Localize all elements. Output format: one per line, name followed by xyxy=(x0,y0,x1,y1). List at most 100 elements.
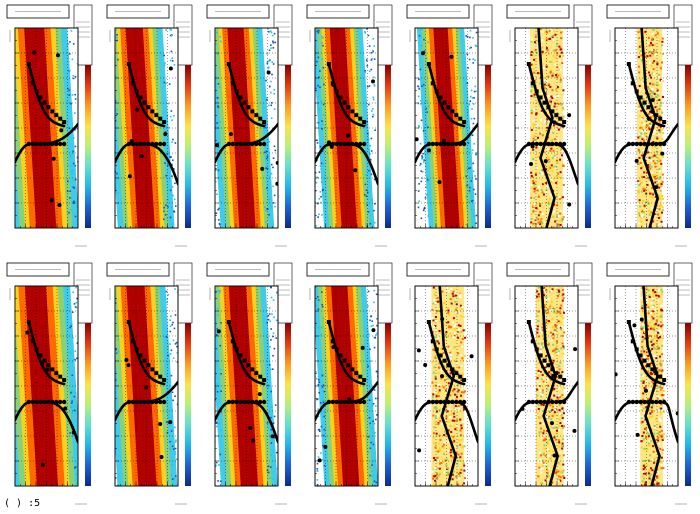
heat-speckle xyxy=(462,391,465,394)
heat-speckle xyxy=(537,194,540,197)
heat-speckle xyxy=(69,451,72,454)
heat-speckle xyxy=(530,85,533,88)
heat-speckle xyxy=(546,308,549,311)
heat-speckle xyxy=(541,394,544,397)
heat-speckle xyxy=(273,32,276,35)
heat-speckle xyxy=(555,344,558,347)
heat-speckle xyxy=(4,77,6,79)
heat-speckle xyxy=(170,430,173,432)
heat-speckle xyxy=(431,381,434,384)
heat-speckle xyxy=(316,159,319,162)
heat-speckle xyxy=(550,99,553,102)
heat-speckle xyxy=(82,338,84,340)
heat-speckle xyxy=(458,328,461,331)
heat-speckle xyxy=(433,366,436,369)
data-marker xyxy=(50,399,55,405)
heat-speckle xyxy=(169,343,171,345)
heat-speckle xyxy=(461,385,464,388)
heat-speckle xyxy=(543,83,546,86)
data-marker xyxy=(546,141,551,147)
heat-speckle xyxy=(543,289,546,292)
heat-speckle xyxy=(647,202,650,205)
heat-speckle xyxy=(106,340,108,342)
fit-curve-noise xyxy=(642,286,661,486)
heat-speckle xyxy=(3,452,5,454)
data-marker xyxy=(46,399,51,405)
heat-speckle xyxy=(460,341,463,344)
heat-speckle xyxy=(163,81,166,84)
heat-speckle xyxy=(656,99,659,102)
heat-speckle xyxy=(662,95,665,98)
heat-speckle xyxy=(167,199,169,201)
heat-speckle xyxy=(425,136,428,139)
heat-speckle xyxy=(540,471,543,474)
heat-speckle xyxy=(213,84,215,86)
heat-speckle xyxy=(174,475,177,477)
heat-speckle xyxy=(651,415,654,418)
heat-speckle xyxy=(660,106,663,109)
heat-speckle xyxy=(421,157,423,160)
heat-speckle xyxy=(549,167,552,170)
heat-speckle xyxy=(660,408,663,411)
heat-speckle xyxy=(657,84,660,87)
heat-speckle xyxy=(115,117,117,119)
heat-speckle xyxy=(167,479,170,482)
heat-speckle xyxy=(538,82,541,85)
heat-speckle xyxy=(431,470,434,473)
heat-speckle xyxy=(265,209,267,212)
heat-speckle xyxy=(562,216,565,219)
heat-speckle xyxy=(84,425,86,427)
heat-speckle xyxy=(540,461,543,464)
heat-speckle xyxy=(373,83,376,86)
heat-speckle xyxy=(458,407,461,410)
heat-speckle xyxy=(167,102,170,105)
heat-speckle xyxy=(437,423,440,426)
heat-speckle xyxy=(659,321,662,324)
heat-speckle xyxy=(435,443,438,446)
data-marker xyxy=(438,399,443,405)
heat-speckle xyxy=(644,483,647,486)
data-marker xyxy=(124,357,129,362)
heat-speckle xyxy=(644,129,647,132)
heat-speckle xyxy=(660,101,663,104)
heat-speckle xyxy=(555,286,558,289)
heat-speckle xyxy=(654,195,657,198)
data-marker xyxy=(458,399,463,405)
data-marker xyxy=(163,132,168,137)
heat-speckle xyxy=(530,196,533,199)
heat-speckle xyxy=(545,30,548,33)
heat-speckle xyxy=(459,443,462,446)
heat-speckle xyxy=(80,200,82,202)
heat-speckle xyxy=(545,191,548,194)
heat-speckle xyxy=(533,134,536,137)
heat-speckle xyxy=(110,374,112,376)
data-marker xyxy=(426,399,432,405)
heat-speckle xyxy=(537,369,540,372)
data-marker xyxy=(254,399,259,405)
heat-speckle xyxy=(270,286,272,289)
heat-speckle xyxy=(113,202,115,204)
data-marker xyxy=(46,141,51,147)
heat-speckle xyxy=(539,350,542,353)
heat-speckle xyxy=(452,437,455,440)
data-marker xyxy=(371,328,376,333)
heat-speckle xyxy=(442,446,445,449)
heat-speckle xyxy=(267,67,270,70)
data-marker xyxy=(458,116,463,121)
heat-speckle xyxy=(532,140,535,143)
heat-speckle xyxy=(264,126,267,129)
heat-speckle xyxy=(113,398,115,400)
heat-speckle xyxy=(537,218,540,221)
heat-speckle xyxy=(554,33,557,36)
heat-speckle xyxy=(552,388,555,391)
heat-speckle xyxy=(445,367,448,370)
heat-speckle xyxy=(659,189,662,192)
heat-speckle xyxy=(658,431,661,434)
heat-speckle xyxy=(10,446,12,448)
heat-speckle xyxy=(558,45,561,48)
heat-speckle xyxy=(643,357,646,360)
heat-speckle xyxy=(661,180,664,183)
heat-speckle xyxy=(558,455,561,458)
data-marker xyxy=(58,374,63,379)
heat-speckle xyxy=(219,453,222,456)
